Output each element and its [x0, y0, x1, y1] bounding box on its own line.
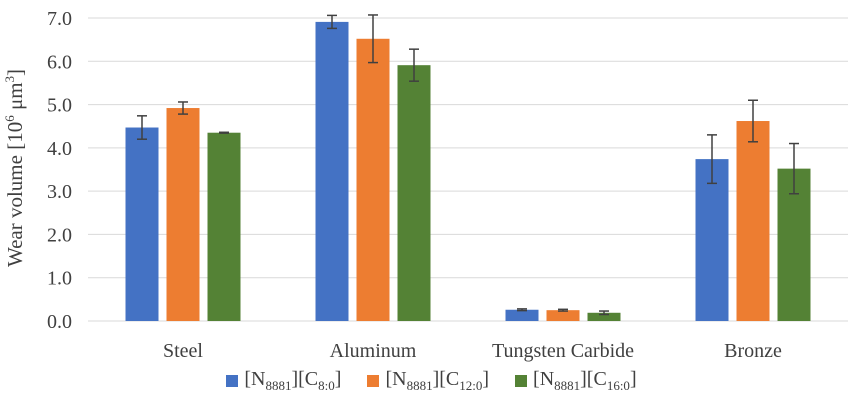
bar-tungsten-carbide-series-2 [587, 312, 621, 321]
x-tick-label: Aluminum [330, 340, 417, 362]
gridlines [88, 17, 848, 322]
y-tick-label: 4.0 [47, 138, 72, 160]
bar-aluminum-series-2 [397, 65, 431, 321]
y-tick-label: 1.0 [47, 268, 72, 290]
y-axis-ticks: 0.0 1.0 2.0 3.0 4.0 5.0 6.0 7.0 [47, 8, 72, 333]
legend-item-c8: [N8881][C8:0] [226, 368, 341, 394]
y-tick-label: 5.0 [47, 95, 72, 117]
error-bars [137, 14, 799, 316]
bars [125, 21, 811, 322]
y-axis-label: Wear volume [106 μm3] [2, 69, 27, 267]
y-tick-label: 6.0 [47, 51, 72, 73]
bar-bronze-series-1 [736, 121, 770, 322]
bar-bronze-series-0 [695, 159, 729, 321]
x-tick-label: Steel [163, 340, 203, 362]
y-tick-label: 7.0 [47, 8, 72, 30]
chart: 0.0 1.0 2.0 3.0 4.0 5.0 6.0 7.0 Steel Aluminum Tu… [2, 8, 848, 362]
bar-tungsten-carbide-series-1 [546, 310, 580, 321]
y-tick-label: 3.0 [47, 181, 72, 203]
x-axis-ticks: Steel Aluminum Tungsten Carbide Bronze [163, 340, 782, 362]
bar-aluminum-series-1 [356, 38, 390, 322]
legend-item-c12: [N8881][C12:0] [367, 368, 489, 394]
bar-aluminum-series-0 [315, 21, 349, 321]
legend-swatch [515, 375, 528, 387]
bar-steel-series-2 [207, 132, 241, 321]
bar-tungsten-carbide-series-0 [505, 309, 539, 321]
legend-label: [N8881][C8:0] [244, 368, 342, 393]
legend-item-c16: [N8881][C16:0] [515, 368, 637, 394]
y-tick-label: 0.0 [47, 311, 72, 333]
legend-swatch [367, 375, 380, 387]
bar-steel-series-0 [125, 127, 159, 322]
legend-swatch [226, 375, 239, 387]
y-tick-label: 2.0 [47, 224, 72, 246]
legend-label: [N8881][C16:0] [533, 368, 637, 393]
bar-steel-series-1 [166, 108, 200, 321]
legend: [N8881][C8:0] [N8881][C12:0] [N8881][C16… [0, 368, 863, 394]
x-tick-label: Tungsten Carbide [492, 340, 634, 362]
x-tick-label: Bronze [724, 340, 782, 362]
legend-label: [N8881][C12:0] [385, 368, 490, 393]
